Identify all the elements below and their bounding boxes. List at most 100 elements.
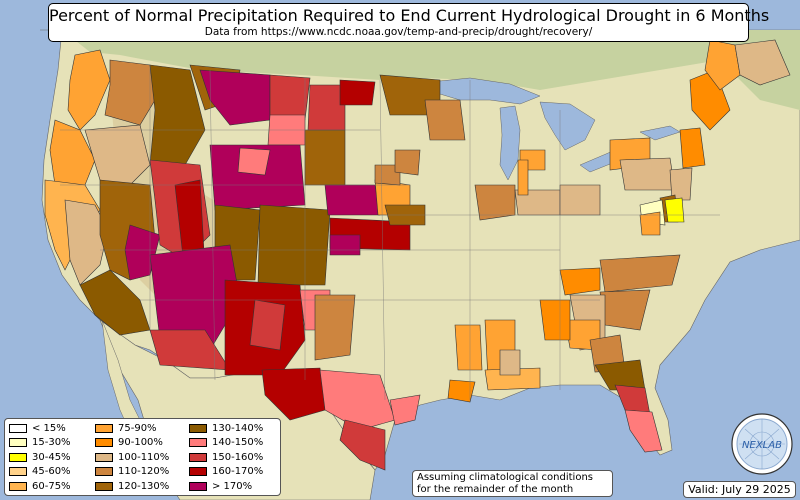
legend-item: 130-140%: [189, 422, 263, 434]
region-il-north: [474, 184, 516, 221]
region-ok: [314, 294, 356, 361]
region-nd-east: [339, 79, 376, 106]
legend-swatch: [9, 423, 27, 433]
region-ms-2: [454, 324, 483, 371]
lake-superior: [429, 77, 541, 105]
region-tn-east: [559, 267, 601, 296]
nexlab-logo: NEXLAB: [731, 413, 793, 475]
region-pa: [619, 157, 676, 191]
legend-item: 90-100%: [95, 437, 163, 449]
region-me: [704, 39, 741, 91]
legend-swatch: [189, 438, 207, 447]
note-line-1: Assuming climatological conditions: [417, 472, 593, 483]
legend-label: 30-45%: [32, 451, 71, 463]
legend: < 15% 15-30% 30-45% 45-60% 60-75% 75-90% 90-10…: [4, 418, 281, 496]
legend-swatch: [95, 423, 113, 433]
region-ca-central: [64, 199, 109, 286]
legend-swatch: [95, 481, 113, 491]
legend-label: 160-170%: [212, 466, 264, 477]
region-oh: [559, 184, 601, 216]
region-or-east: [84, 124, 151, 186]
legend-swatch: [189, 423, 207, 433]
region-ny-east: [679, 127, 706, 169]
legend-swatch: [189, 481, 207, 491]
region-va-north: [639, 211, 661, 236]
legend-item: 100-110%: [95, 451, 169, 463]
legend-label: < 15%: [32, 422, 66, 434]
legend-label: 90-100%: [118, 437, 163, 448]
region-maritime: [734, 39, 791, 86]
legend-item: 60-75%: [9, 480, 71, 492]
legend-item: 140-150%: [189, 437, 263, 449]
legend-swatch: [9, 481, 27, 491]
region-la-coast: [447, 379, 476, 403]
legend-label: 60-75%: [32, 480, 71, 492]
legend-swatch: [95, 452, 113, 462]
legend-item: 15-30%: [9, 437, 71, 449]
legend-item: 150-160%: [189, 451, 263, 463]
legend-label: 150-160%: [212, 451, 264, 463]
region-ks-west: [329, 234, 361, 256]
state-borders: [60, 65, 720, 401]
legend-swatch: [9, 452, 27, 462]
region-sd: [304, 129, 346, 186]
region-mn-east: [424, 99, 466, 141]
region-tx-west: [261, 367, 326, 421]
legend-swatch: [95, 467, 113, 476]
note-line-2: for the remainder of the month: [417, 484, 574, 495]
map-subtitle: Data from https://www.ncdc.noaa.gov/temp…: [204, 26, 593, 38]
title-box: Percent of Normal Precipitation Required…: [48, 3, 770, 42]
legend-label: 75-90%: [118, 422, 157, 434]
legend-item: 110-120%: [95, 466, 169, 478]
region-ar: [499, 349, 521, 376]
logo-text: NEXLAB: [742, 440, 782, 451]
region-nc: [599, 254, 681, 293]
legend-swatch: [95, 438, 113, 447]
region-nm-east: [249, 299, 286, 351]
border-line: [209, 69, 216, 381]
legend-label: 120-130%: [118, 480, 170, 492]
legend-label: 15-30%: [32, 437, 71, 448]
legend-item: > 170%: [189, 480, 252, 492]
map-title: Percent of Normal Precipitation Required…: [49, 6, 770, 25]
region-va-coast: [664, 197, 685, 223]
legend-swatch: [189, 452, 207, 462]
assumption-note: Assuming climatological conditions for t…: [412, 470, 613, 497]
legend-item: 30-45%: [9, 451, 71, 463]
legend-swatch: [9, 438, 27, 447]
region-co-east: [257, 204, 331, 286]
legend-label: 45-60%: [32, 466, 71, 477]
region-wa-coast: [67, 49, 111, 131]
region-al: [539, 299, 571, 341]
legend-swatch: [189, 467, 207, 476]
border-line: [379, 79, 386, 401]
region-mt-central: [199, 69, 271, 126]
legend-swatch: [9, 467, 27, 476]
legend-item: < 15%: [9, 422, 66, 434]
legend-item: 75-90%: [95, 422, 157, 434]
region-tx-coast: [389, 394, 421, 426]
lake-michigan: [499, 105, 521, 181]
region-ne: [324, 184, 381, 216]
valid-date: Valid: July 29 2025: [683, 481, 796, 498]
legend-item: 120-130%: [95, 480, 169, 492]
region-tx-central: [319, 369, 396, 431]
region-wi: [394, 149, 421, 176]
canada-region: [62, 30, 800, 110]
legend-label: 140-150%: [212, 437, 264, 448]
legend-label: 130-140%: [212, 422, 264, 434]
region-tx-south: [339, 419, 386, 471]
region-nd: [307, 84, 346, 131]
lake-huron: [539, 101, 596, 151]
legend-label: 110-120%: [118, 466, 170, 477]
region-fl-south: [624, 409, 663, 453]
region-nj: [669, 167, 693, 201]
legend-label: > 170%: [212, 480, 253, 492]
region-il-central: [517, 159, 529, 196]
legend-label: 100-110%: [118, 451, 170, 463]
legend-item: 45-60%: [9, 466, 71, 478]
legend-item: 160-170%: [189, 466, 263, 478]
region-gulf-coast: [484, 367, 541, 391]
